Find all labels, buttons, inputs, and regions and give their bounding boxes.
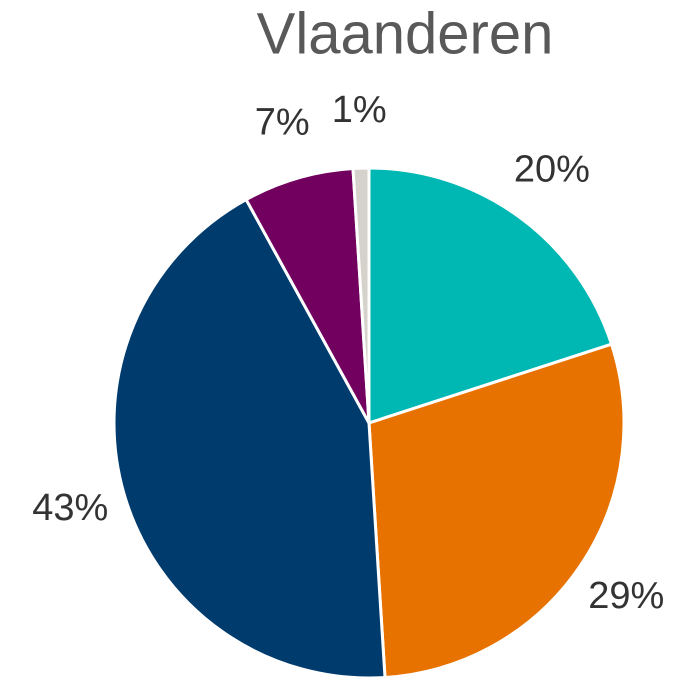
data-label: 20% — [514, 148, 590, 190]
data-label: 1% — [332, 89, 387, 131]
chart-title: Vlaanderen — [257, 1, 554, 66]
data-label: 43% — [32, 487, 108, 529]
data-label: 29% — [588, 575, 664, 617]
pie-slice — [112, 198, 387, 678]
pie-slice — [367, 342, 626, 678]
data-label: 7% — [255, 101, 310, 143]
pie-slice — [351, 166, 371, 425]
pie-slice — [244, 167, 371, 425]
pie-slice — [367, 166, 614, 425]
